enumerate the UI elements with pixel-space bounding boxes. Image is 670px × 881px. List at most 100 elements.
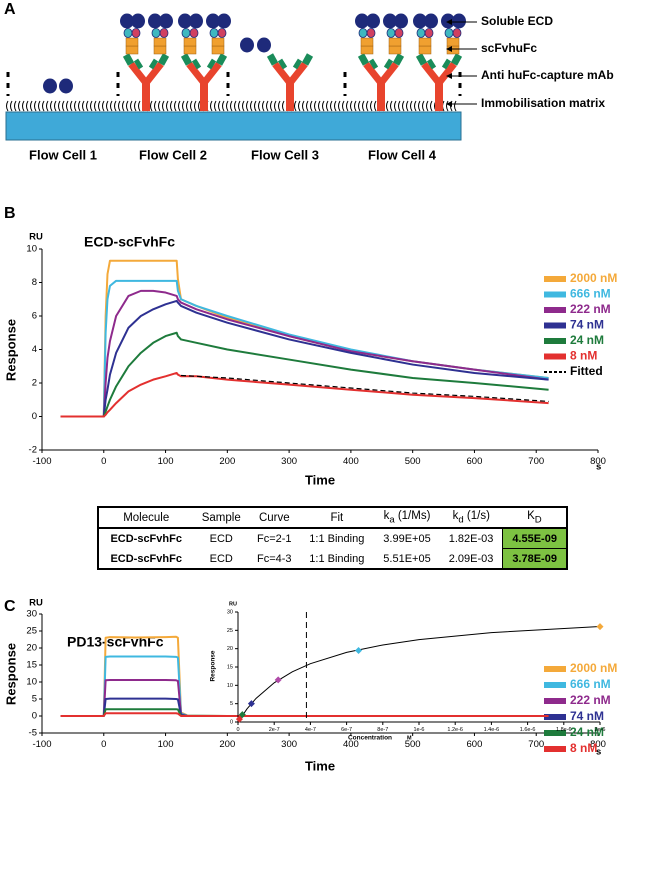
soluble-ecd — [131, 13, 145, 29]
matrix-hatch — [50, 100, 53, 112]
matrix-hatch — [18, 100, 21, 112]
capture-mab-tip-inner — [292, 58, 303, 70]
capture-mab-tip — [122, 53, 135, 66]
scfv-fc — [418, 37, 432, 47]
matrix-hatch — [398, 100, 401, 112]
legend-label: Fitted — [570, 364, 603, 378]
matrix-hatch — [426, 100, 429, 112]
matrix-hatch — [6, 100, 9, 112]
x-tick-label: 400 — [343, 456, 359, 467]
y-tick-label: 30 — [227, 609, 233, 615]
soluble-ecd — [240, 37, 254, 53]
matrix-hatch — [198, 100, 201, 112]
matrix-hatch — [226, 100, 229, 112]
matrix-hatch — [222, 100, 225, 112]
scfv — [181, 28, 191, 38]
scfv — [189, 28, 199, 38]
y-unit: RU — [29, 232, 43, 243]
header-subscript: a — [389, 514, 395, 526]
series-line — [60, 712, 549, 717]
matrix-hatch — [326, 100, 329, 112]
series-line — [60, 299, 549, 418]
scfv — [217, 28, 227, 38]
matrix-hatch — [210, 100, 213, 112]
table-cell: Fc=4-3 — [257, 552, 292, 565]
scfv-fc — [153, 45, 167, 55]
capture-mab-tip-inner — [148, 58, 159, 70]
matrix-hatch — [362, 100, 365, 112]
soluble-ecd — [120, 13, 134, 29]
matrix-hatch — [234, 100, 237, 112]
capture-mab-arm — [186, 61, 207, 86]
matrix-hatch — [338, 100, 341, 112]
matrix-hatch — [122, 100, 125, 112]
header-cell: kd (1/s) — [439, 507, 503, 530]
capture-mab-stem — [142, 80, 150, 111]
matrix-hatch — [126, 100, 129, 112]
data-point — [274, 676, 282, 684]
scfv — [452, 28, 462, 38]
legend-label: 8 nM — [570, 349, 597, 363]
matrix-hatch — [258, 100, 261, 112]
matrix-hatch — [358, 100, 361, 112]
matrix-hatch — [402, 100, 405, 112]
x-axis-label: Time — [305, 472, 335, 487]
table-row: ECD-scFvhFc ECD Fc=4-3 1:1 Binding 5.51E+05 2… — [98, 548, 567, 570]
capture-mab-tip-inner — [206, 58, 217, 70]
capture-mab-tip-inner — [441, 58, 452, 70]
legend-label: 74 nM — [570, 709, 604, 723]
x-tick-label: 2e-6 — [594, 727, 605, 733]
soluble-ecd — [394, 13, 408, 29]
header-subscript: D — [534, 514, 542, 526]
flow-cell-label: Flow Cell 4 — [368, 147, 437, 162]
matrix-hatch — [70, 100, 73, 112]
matrix-hatch — [306, 100, 309, 112]
y-tick-label: 10 — [26, 244, 37, 255]
capture-mab-tip — [357, 53, 370, 66]
matrix-hatch — [38, 100, 41, 112]
chart-title: ECD-scFvhFc — [84, 234, 175, 250]
header-unit: (1/Ms) — [394, 510, 431, 522]
x-tick-label: 800 — [590, 739, 606, 750]
legend-label: 666 nM — [570, 287, 611, 301]
kinetics-table: Molecule Sample Curve Fit ka (1/Ms) kd (1/s) K… — [97, 506, 568, 571]
capture-mab-arm — [201, 61, 222, 86]
y-tick-label: -2 — [29, 445, 37, 456]
table-row: ECD-scFvhFc ECD Fc=2-1 1:1 Binding 3.99E+05 1… — [98, 528, 567, 550]
matrix-hatch — [418, 100, 421, 112]
x-unit: M — [407, 735, 412, 741]
scfv-fc — [446, 37, 460, 47]
capture-mab-tip-inner — [133, 58, 144, 70]
capture-mab-tip — [180, 53, 193, 66]
header-subscript: d — [458, 514, 464, 526]
soluble-ecd — [43, 78, 57, 94]
matrix-hatch — [138, 100, 141, 112]
capture-mab-stem — [377, 80, 385, 111]
capture-mab-arm — [378, 61, 399, 86]
y-tick-label: 0 — [32, 411, 37, 422]
header-text: k — [452, 510, 459, 522]
capture-mab-tip-inner — [368, 58, 379, 70]
component-label: Immobilisation matrix — [481, 96, 605, 110]
x-tick-label: 700 — [528, 739, 544, 750]
soluble-ecd — [159, 13, 173, 29]
x-axis-label: Concentration — [348, 735, 392, 742]
matrix-hatch — [314, 100, 317, 112]
table-cell: 3.99E+05 — [383, 533, 431, 546]
matrix-hatch — [182, 100, 185, 112]
matrix-hatch — [26, 100, 29, 112]
scfv-fc — [388, 45, 402, 55]
component-label: scFvhuFc — [481, 41, 537, 55]
matrix-hatch — [174, 100, 177, 112]
matrix-hatch — [386, 100, 389, 112]
matrix-hatch — [374, 100, 377, 112]
y-axis-label: Response — [3, 319, 18, 381]
y-tick-label: 2 — [32, 378, 37, 389]
soluble-ecd — [59, 78, 73, 94]
x-tick-label: 500 — [405, 739, 421, 750]
table-cell: ECD-scFvhFc — [110, 552, 182, 565]
matrix-hatch — [430, 100, 433, 112]
capture-mab-stem — [435, 80, 443, 111]
x-tick-label: 300 — [281, 739, 297, 750]
